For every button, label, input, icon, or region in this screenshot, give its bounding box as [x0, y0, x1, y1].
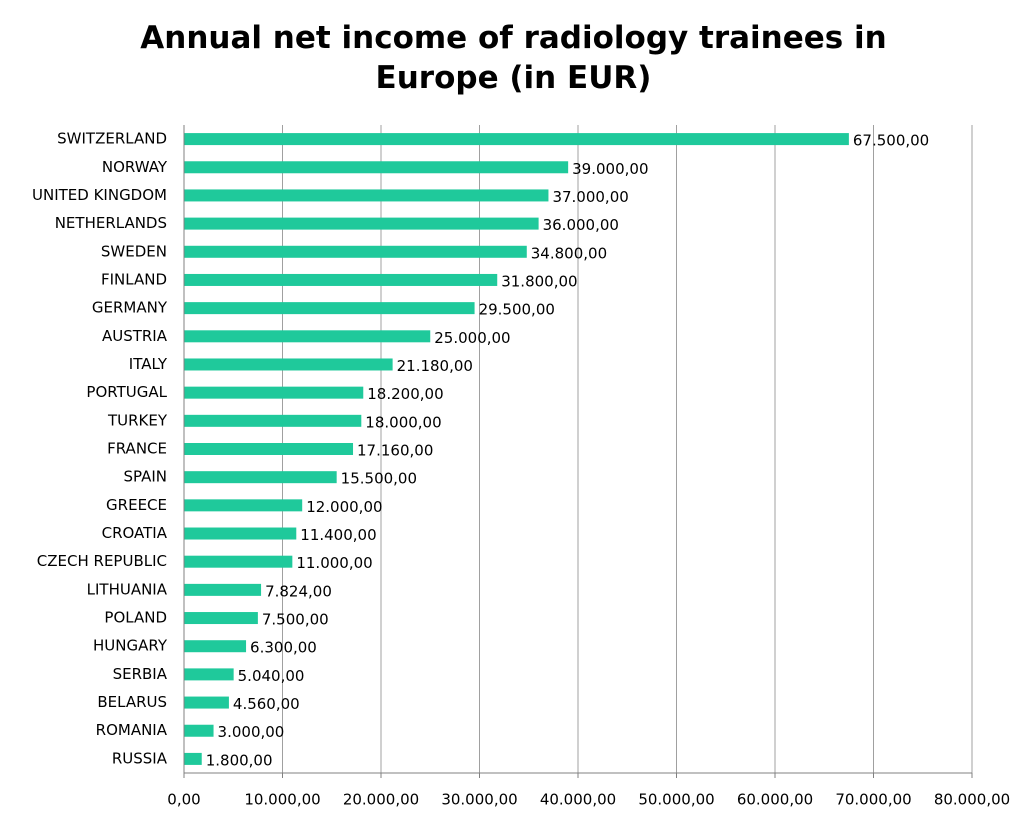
- value-label: 34.800,00: [531, 244, 607, 262]
- value-label: 11.400,00: [300, 526, 376, 544]
- bar: [184, 302, 475, 315]
- value-label: 29.500,00: [479, 301, 555, 319]
- y-tick-label: ROMANIA: [96, 721, 168, 739]
- x-tick-label: 20.000,00: [343, 791, 419, 809]
- value-label: 6.300,00: [250, 639, 317, 657]
- x-tick-label: 40.000,00: [540, 791, 616, 809]
- x-tick-label: 10.000,00: [244, 791, 320, 809]
- y-tick-label: PORTUGAL: [86, 383, 167, 401]
- bar: [184, 471, 337, 484]
- bar: [184, 612, 258, 625]
- y-tick-label: SWITZERLAND: [57, 130, 167, 148]
- y-tick-label: GREECE: [106, 496, 167, 514]
- value-label: 17.160,00: [357, 442, 433, 460]
- y-tick-label: HUNGARY: [93, 637, 168, 655]
- y-tick-label: ITALY: [129, 355, 168, 373]
- bar: [184, 527, 297, 540]
- y-tick-label: FINLAND: [101, 270, 167, 288]
- bar: [184, 724, 214, 737]
- x-tick-label: 0,00: [167, 791, 200, 809]
- bar: [184, 696, 229, 709]
- y-tick-label: TURKEY: [107, 411, 168, 429]
- y-tick-label: BELARUS: [97, 693, 167, 711]
- value-label: 7.500,00: [262, 611, 329, 629]
- bar: [184, 414, 362, 427]
- y-tick-label: UNITED KINGDOM: [32, 186, 167, 204]
- bar: [184, 133, 849, 146]
- bar: [184, 499, 303, 512]
- bar: [184, 640, 247, 653]
- value-label: 15.500,00: [341, 470, 417, 488]
- y-tick-label: GERMANY: [92, 299, 168, 317]
- value-label: 1.800,00: [206, 751, 273, 769]
- y-tick-label: SPAIN: [123, 468, 167, 486]
- bar: [184, 217, 539, 230]
- value-label: 18.200,00: [367, 385, 443, 403]
- value-label: 11.000,00: [296, 554, 372, 572]
- y-tick-label: SERBIA: [113, 665, 168, 683]
- bar: [184, 161, 569, 174]
- bar: [184, 583, 262, 596]
- value-label: 3.000,00: [218, 723, 285, 741]
- value-label: 31.800,00: [501, 272, 577, 290]
- chart-title: Annual net income of radiology trainees …: [140, 20, 887, 96]
- bar: [184, 555, 293, 568]
- bar: [184, 330, 431, 343]
- x-tick-label: 60.000,00: [737, 791, 813, 809]
- bar: [184, 443, 354, 455]
- value-label: 36.000,00: [543, 216, 619, 234]
- y-tick-label: NORWAY: [102, 158, 168, 176]
- value-label: 21.180,00: [397, 357, 473, 375]
- y-tick-label: POLAND: [104, 609, 167, 627]
- value-label: 18.000,00: [365, 413, 441, 431]
- y-tick-label: AUSTRIA: [102, 327, 168, 345]
- y-tick-label: FRANCE: [107, 440, 167, 458]
- x-tick-label: 50.000,00: [638, 791, 714, 809]
- bar: [184, 752, 202, 765]
- x-tick-label: 30.000,00: [441, 791, 517, 809]
- value-label: 39.000,00: [572, 160, 648, 178]
- value-label: 37.000,00: [552, 188, 628, 206]
- value-label: 12.000,00: [306, 498, 382, 516]
- value-label: 5.040,00: [238, 667, 305, 685]
- x-tick-label: 80.000,00: [934, 791, 1010, 809]
- value-label: 4.560,00: [233, 695, 300, 713]
- bar: [184, 273, 498, 286]
- bar: [184, 386, 364, 399]
- y-tick-label: NETHERLANDS: [55, 214, 167, 232]
- bar: [184, 189, 549, 202]
- y-tick-label: RUSSIA: [112, 749, 168, 767]
- x-tick-label: 70.000,00: [835, 791, 911, 809]
- y-tick-label: LITHUANIA: [87, 580, 168, 598]
- y-tick-label: CZECH REPUBLIC: [37, 552, 167, 570]
- value-label: 25.000,00: [434, 329, 510, 347]
- bar: [184, 245, 527, 258]
- y-tick-label: CROATIA: [102, 524, 168, 542]
- bar: [184, 358, 393, 371]
- bar: [184, 668, 234, 681]
- value-label: 67.500,00: [853, 132, 929, 150]
- y-tick-label: SWEDEN: [101, 242, 167, 260]
- value-label: 7.824,00: [265, 582, 332, 600]
